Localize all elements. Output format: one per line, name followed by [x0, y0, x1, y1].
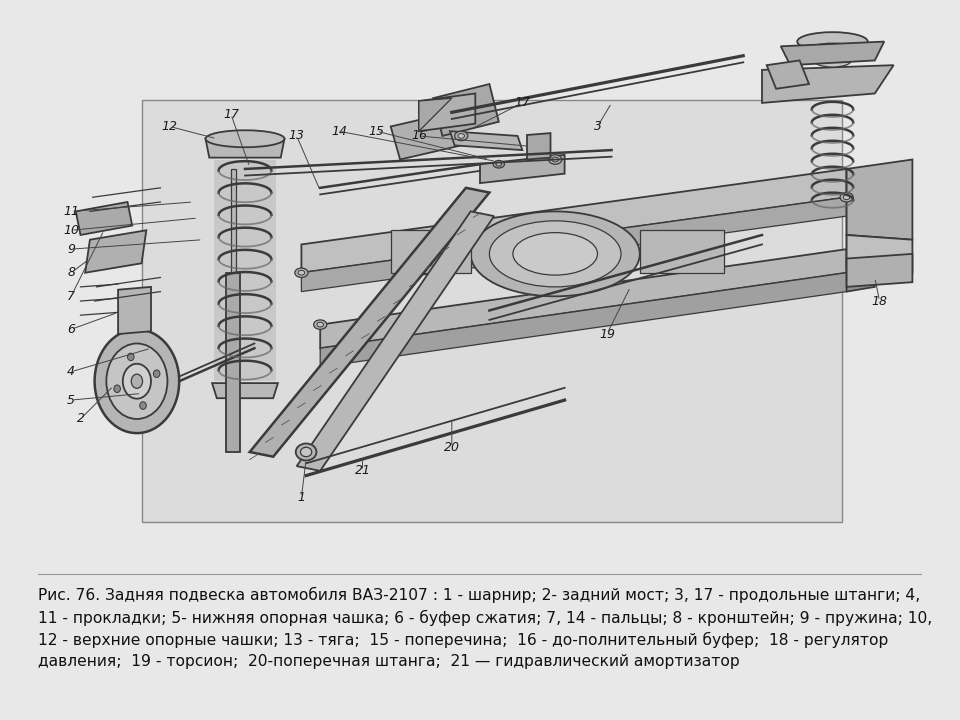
Polygon shape	[76, 202, 132, 235]
Text: 5: 5	[67, 394, 75, 407]
Text: 4: 4	[67, 365, 75, 378]
Polygon shape	[433, 84, 499, 136]
Text: 11: 11	[63, 205, 79, 218]
Polygon shape	[227, 273, 240, 452]
Ellipse shape	[154, 370, 160, 377]
Text: 8: 8	[67, 266, 75, 279]
Text: 10: 10	[63, 224, 79, 237]
Polygon shape	[297, 212, 494, 471]
Polygon shape	[391, 112, 461, 160]
Ellipse shape	[123, 364, 151, 399]
Polygon shape	[762, 66, 894, 103]
Ellipse shape	[314, 320, 326, 329]
Polygon shape	[391, 230, 470, 273]
Polygon shape	[301, 169, 847, 273]
Ellipse shape	[840, 192, 853, 202]
Ellipse shape	[843, 195, 850, 199]
Ellipse shape	[299, 271, 304, 275]
Polygon shape	[780, 42, 884, 66]
Text: 12: 12	[162, 120, 178, 133]
Polygon shape	[205, 139, 284, 158]
Ellipse shape	[814, 54, 852, 67]
Ellipse shape	[140, 402, 146, 410]
Ellipse shape	[128, 353, 134, 361]
Ellipse shape	[107, 343, 167, 419]
Ellipse shape	[493, 161, 504, 168]
Ellipse shape	[455, 131, 468, 140]
Text: 16: 16	[411, 130, 427, 143]
Text: 14: 14	[331, 125, 347, 138]
Ellipse shape	[317, 323, 324, 327]
Text: Рис. 76. Задняя подвеска автомобиля ВАЗ-2107 : 1 - шарнир; 2- задний мост; 3, 17: Рис. 76. Задняя подвеска автомобиля ВАЗ-…	[38, 587, 933, 670]
Polygon shape	[231, 169, 235, 273]
Polygon shape	[419, 94, 475, 131]
Ellipse shape	[205, 130, 284, 148]
Text: 6: 6	[67, 323, 75, 336]
Polygon shape	[527, 133, 550, 160]
Text: 2: 2	[77, 413, 84, 426]
Polygon shape	[639, 230, 725, 273]
Polygon shape	[250, 188, 490, 456]
Polygon shape	[214, 160, 276, 381]
Text: 13: 13	[289, 130, 304, 143]
Text: 17: 17	[515, 96, 530, 109]
Polygon shape	[847, 160, 912, 240]
Text: 17: 17	[223, 108, 239, 121]
Text: 3: 3	[593, 120, 602, 133]
Text: 7: 7	[67, 290, 75, 303]
Text: 18: 18	[872, 294, 887, 307]
Polygon shape	[480, 155, 564, 183]
Ellipse shape	[806, 43, 858, 58]
Polygon shape	[301, 197, 847, 292]
Text: 20: 20	[444, 441, 460, 454]
Ellipse shape	[295, 268, 308, 277]
Ellipse shape	[548, 155, 562, 164]
Ellipse shape	[490, 221, 621, 287]
Ellipse shape	[513, 233, 597, 275]
Text: 1: 1	[298, 491, 305, 504]
Polygon shape	[847, 235, 912, 273]
Ellipse shape	[132, 374, 142, 388]
Polygon shape	[419, 98, 452, 131]
FancyBboxPatch shape	[142, 100, 842, 521]
Polygon shape	[767, 60, 809, 89]
Polygon shape	[321, 249, 847, 348]
Ellipse shape	[95, 329, 180, 433]
Polygon shape	[118, 287, 151, 334]
Ellipse shape	[470, 212, 639, 297]
Text: 9: 9	[67, 243, 75, 256]
Text: 15: 15	[369, 125, 385, 138]
Text: 21: 21	[354, 464, 371, 477]
Polygon shape	[450, 131, 522, 150]
Polygon shape	[847, 254, 912, 287]
Ellipse shape	[797, 32, 868, 51]
Ellipse shape	[552, 157, 559, 162]
Ellipse shape	[300, 447, 312, 456]
Polygon shape	[212, 383, 277, 398]
Ellipse shape	[458, 134, 465, 138]
Polygon shape	[321, 273, 847, 367]
Polygon shape	[847, 169, 875, 292]
Text: 19: 19	[599, 328, 615, 341]
Ellipse shape	[114, 385, 120, 392]
Ellipse shape	[296, 444, 317, 461]
Polygon shape	[85, 230, 146, 273]
Ellipse shape	[496, 162, 502, 166]
